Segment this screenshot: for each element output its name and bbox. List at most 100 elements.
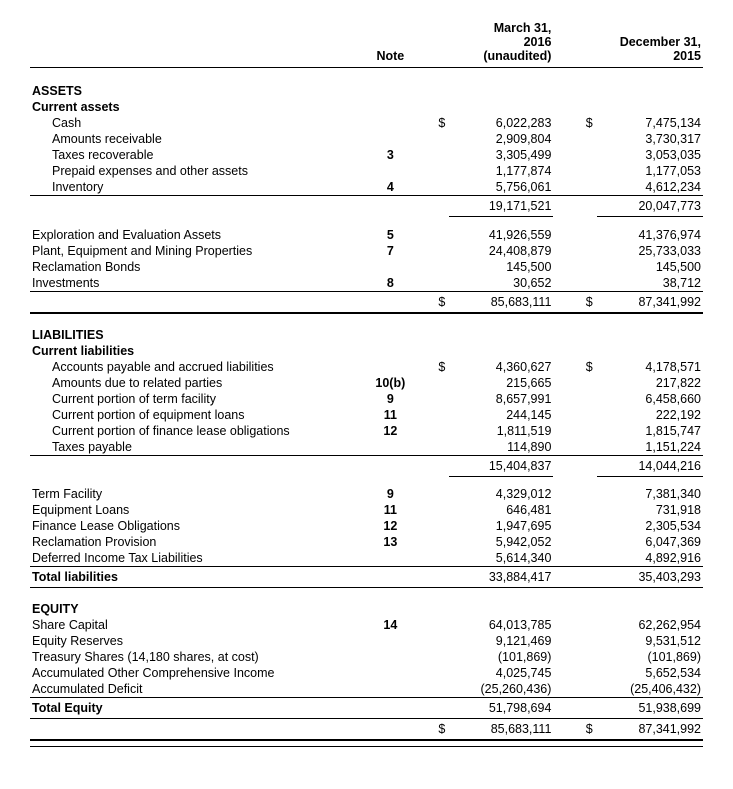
row-note: 3: [355, 147, 425, 163]
row-val2: 1,815,747: [597, 423, 703, 439]
row-val2: 25,733,033: [597, 243, 703, 259]
row-label: Plant, Equipment and Mining Properties: [30, 243, 355, 259]
balance-sheet-table: Note March 31, 2016 (unaudited) December…: [30, 20, 703, 747]
currency-symbol: $: [436, 115, 449, 131]
row-val1: 64,013,785: [449, 617, 553, 633]
row-val2: 3,730,317: [597, 131, 703, 147]
row-label: Taxes payable: [30, 439, 355, 456]
total-val1: 33,884,417: [449, 567, 553, 588]
total-val1: 51,798,694: [449, 698, 553, 719]
row-label: Equity Reserves: [30, 633, 355, 649]
table-row: Exploration and Evaluation Assets 5 41,9…: [30, 227, 703, 243]
row-label: Inventory: [30, 179, 355, 196]
total-assets: $ 85,683,111 $ 87,341,992: [30, 291, 703, 313]
row-note: 11: [355, 502, 425, 518]
row-note: 4: [355, 179, 425, 196]
table-row: Amounts receivable 2,909,804 3,730,317: [30, 131, 703, 147]
table-row: Deferred Income Tax Liabilities 5,614,34…: [30, 550, 703, 567]
note-header: Note: [355, 20, 425, 68]
row-note: 7: [355, 243, 425, 259]
row-label: Prepaid expenses and other assets: [30, 163, 355, 179]
row-val2: 1,151,224: [597, 439, 703, 456]
row-val2: 7,475,134: [597, 115, 703, 131]
row-label: Amounts receivable: [30, 131, 355, 147]
row-label: Accumulated Other Comprehensive Income: [30, 665, 355, 681]
currency-symbol: $: [584, 719, 597, 741]
subtotal-val2: 20,047,773: [597, 196, 703, 217]
table-row: Taxes recoverable 3 3,305,499 3,053,035: [30, 147, 703, 163]
row-label: Current portion of finance lease obligat…: [30, 423, 355, 439]
equity-title: EQUITY: [30, 588, 355, 618]
row-note: [355, 359, 425, 375]
table-row: Finance Lease Obligations 12 1,947,695 2…: [30, 518, 703, 534]
row-label: Finance Lease Obligations: [30, 518, 355, 534]
row-val1: 215,665: [449, 375, 553, 391]
row-val1: 145,500: [449, 259, 553, 275]
row-label: Share Capital: [30, 617, 355, 633]
subtotal-val1: 19,171,521: [449, 196, 553, 217]
row-val2: 222,192: [597, 407, 703, 423]
row-note: [355, 439, 425, 456]
row-note: 8: [355, 275, 425, 292]
row-val2: 4,612,234: [597, 179, 703, 196]
row-note: [355, 633, 425, 649]
current-assets-title: Current assets: [30, 99, 355, 115]
row-label: Cash: [30, 115, 355, 131]
row-val1: 5,942,052: [449, 534, 553, 550]
col1-line1: March 31,: [494, 21, 552, 35]
current-assets-subtotal: 19,171,521 20,047,773: [30, 196, 703, 217]
row-label: Equipment Loans: [30, 502, 355, 518]
row-label: Current portion of term facility: [30, 391, 355, 407]
row-note: 14: [355, 617, 425, 633]
row-val2: 6,458,660: [597, 391, 703, 407]
row-note: [355, 681, 425, 698]
row-val2: 38,712: [597, 275, 703, 292]
total-val1: 85,683,111: [449, 719, 553, 741]
total-val2: 51,938,699: [597, 698, 703, 719]
row-val1: 1,177,874: [449, 163, 553, 179]
row-val2: 4,178,571: [597, 359, 703, 375]
row-val1: 6,022,283: [449, 115, 553, 131]
table-row: Amounts due to related parties 10(b) 215…: [30, 375, 703, 391]
row-label: Treasury Shares (14,180 shares, at cost): [30, 649, 355, 665]
row-label: Accounts payable and accrued liabilities: [30, 359, 355, 375]
row-val1: 9,121,469: [449, 633, 553, 649]
col1-line3: (unaudited): [483, 49, 551, 63]
row-label: Reclamation Provision: [30, 534, 355, 550]
row-val1: 3,305,499: [449, 147, 553, 163]
row-label: Amounts due to related parties: [30, 375, 355, 391]
row-val1: 1,947,695: [449, 518, 553, 534]
row-note: 12: [355, 423, 425, 439]
row-val1: 1,811,519: [449, 423, 553, 439]
row-note: 11: [355, 407, 425, 423]
row-val2: 41,376,974: [597, 227, 703, 243]
grand-total: $ 85,683,111 $ 87,341,992: [30, 719, 703, 741]
row-val2: 9,531,512: [597, 633, 703, 649]
current-liabilities-title: Current liabilities: [30, 343, 355, 359]
total-val2: 87,341,992: [597, 719, 703, 741]
row-note: 5: [355, 227, 425, 243]
table-row: Inventory 4 5,756,061 4,612,234: [30, 179, 703, 196]
row-val2: 1,177,053: [597, 163, 703, 179]
row-label: Reclamation Bonds: [30, 259, 355, 275]
row-val1: (25,260,436): [449, 681, 553, 698]
table-row: Accumulated Other Comprehensive Income 4…: [30, 665, 703, 681]
total-label: Total Equity: [30, 698, 355, 719]
row-label: Term Facility: [30, 486, 355, 502]
table-row: Reclamation Provision 13 5,942,052 6,047…: [30, 534, 703, 550]
currency-symbol: $: [584, 115, 597, 131]
row-val2: 2,305,534: [597, 518, 703, 534]
row-val1: 24,408,879: [449, 243, 553, 259]
currency-symbol: $: [436, 359, 449, 375]
assets-title: ASSETS: [30, 70, 355, 99]
row-note: [355, 665, 425, 681]
row-label: Taxes recoverable: [30, 147, 355, 163]
total-liabilities: Total liabilities 33,884,417 35,403,293: [30, 567, 703, 588]
row-note: [355, 131, 425, 147]
col1-line2: 2016: [524, 35, 552, 49]
col2-header: December 31, 2015: [584, 20, 703, 68]
row-note: 13: [355, 534, 425, 550]
row-val2: 62,262,954: [597, 617, 703, 633]
currency-symbol: $: [584, 359, 597, 375]
row-val2: 731,918: [597, 502, 703, 518]
